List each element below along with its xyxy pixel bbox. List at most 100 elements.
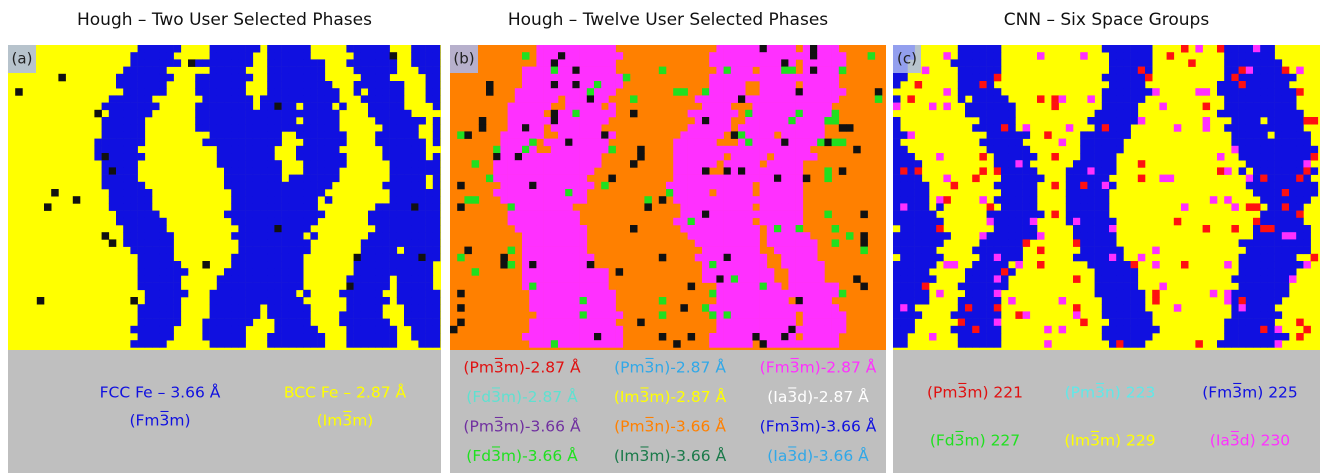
map-cell xyxy=(274,139,282,147)
map-cell xyxy=(1275,333,1283,341)
map-cell xyxy=(296,311,304,319)
map-cell xyxy=(731,182,739,190)
map-cell xyxy=(803,311,811,319)
map-cell xyxy=(130,103,138,111)
map-cell xyxy=(1289,182,1297,190)
map-cell xyxy=(1095,225,1103,233)
map-cell xyxy=(702,131,710,139)
map-cell xyxy=(1282,124,1290,132)
map-cell xyxy=(709,153,717,161)
map-cell xyxy=(1246,74,1254,82)
map-cell xyxy=(608,81,616,89)
map-cell xyxy=(522,88,530,96)
panel: CNN – Six Space Groups(c)(Pm3̅m) 221(Pm3… xyxy=(893,10,1320,473)
map-cell xyxy=(267,167,275,175)
map-cell xyxy=(702,167,710,175)
map-cell xyxy=(433,131,441,139)
map-cell xyxy=(922,297,930,305)
map-cell xyxy=(138,52,146,60)
map-cell xyxy=(587,67,595,75)
map-cell xyxy=(332,95,340,103)
map-cell xyxy=(1275,81,1283,89)
map-cell xyxy=(1303,182,1311,190)
map-cell xyxy=(246,268,254,276)
map-cell xyxy=(390,52,398,60)
legend-entry: (Ia3̅d) 230 xyxy=(1210,431,1290,450)
map-cell xyxy=(217,311,225,319)
map-cell xyxy=(565,203,573,211)
map-cell xyxy=(515,203,523,211)
map-cell xyxy=(1267,211,1275,219)
map-cell xyxy=(673,167,681,175)
map-cell xyxy=(529,67,537,75)
figure: Hough – Two User Selected Phases(a)FCC F… xyxy=(0,0,1327,475)
map-cell xyxy=(659,196,667,204)
map-cell xyxy=(354,261,362,269)
map-cell xyxy=(745,232,753,240)
map-cell xyxy=(796,268,804,276)
map-cell xyxy=(788,153,796,161)
map-cell xyxy=(1138,74,1146,82)
map-cell xyxy=(716,283,724,291)
map-cell xyxy=(979,110,987,118)
map-cell xyxy=(731,88,739,96)
map-cell xyxy=(159,67,167,75)
map-cell xyxy=(544,153,552,161)
map-cell xyxy=(979,340,987,348)
map-cell xyxy=(1095,211,1103,219)
map-cell xyxy=(145,196,153,204)
map-cell xyxy=(1289,131,1297,139)
map-cell xyxy=(810,88,818,96)
map-cell xyxy=(972,247,980,255)
map-cell xyxy=(724,196,732,204)
map-cell xyxy=(752,117,760,125)
map-cell xyxy=(1087,167,1095,175)
map-cell xyxy=(1210,290,1218,298)
map-cell xyxy=(426,239,434,247)
map-cell xyxy=(397,175,405,183)
map-cell xyxy=(702,124,710,132)
map-cell xyxy=(296,247,304,255)
map-cell xyxy=(738,139,746,147)
map-cell xyxy=(738,268,746,276)
map-cell xyxy=(224,52,232,60)
map-cell xyxy=(1073,160,1081,168)
map-cell xyxy=(565,88,573,96)
map-cell xyxy=(375,275,383,283)
map-cell xyxy=(580,304,588,312)
map-cell xyxy=(724,81,732,89)
map-cell xyxy=(601,52,609,60)
map-cell xyxy=(536,283,544,291)
map-cell xyxy=(1296,182,1304,190)
map-cell xyxy=(580,326,588,334)
map-cell xyxy=(580,88,588,96)
map-cell xyxy=(767,131,775,139)
map-cell xyxy=(987,211,995,219)
map-cell xyxy=(994,326,1002,334)
map-cell xyxy=(551,146,559,154)
map-cell xyxy=(231,304,239,312)
map-cell xyxy=(544,74,552,82)
map-cell xyxy=(1102,254,1110,261)
map-cell xyxy=(1123,117,1131,125)
map-cell xyxy=(1109,232,1117,240)
map-cell xyxy=(637,153,645,161)
map-cell xyxy=(680,225,688,233)
map-cell xyxy=(404,131,412,139)
map-cell xyxy=(994,247,1002,255)
map-cell xyxy=(803,110,811,118)
map-cell xyxy=(397,218,405,226)
map-cell xyxy=(760,254,768,261)
map-cell xyxy=(1289,196,1297,204)
map-cell xyxy=(522,283,530,291)
map-cell xyxy=(551,268,559,276)
map-cell xyxy=(760,124,768,132)
map-cell xyxy=(796,103,804,111)
map-cell xyxy=(774,311,782,319)
map-cell xyxy=(832,290,840,298)
map-cell xyxy=(767,311,775,319)
map-cell xyxy=(781,326,789,334)
map-cell xyxy=(907,275,915,283)
map-cell xyxy=(202,124,210,132)
map-cell xyxy=(601,290,609,298)
